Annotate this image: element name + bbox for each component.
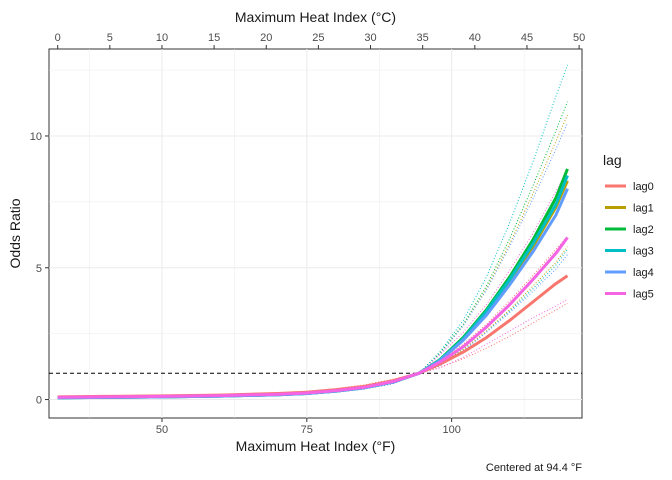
- x-top-tick-label: 15: [208, 32, 220, 44]
- y-tick-label: 0: [36, 395, 42, 407]
- x-top-tick-label: 35: [417, 32, 429, 44]
- series-lines: [57, 168, 569, 400]
- chart-caption: Centered at 94.4 °F: [486, 462, 582, 474]
- lag4-ci-upper: [57, 122, 568, 398]
- lag5-line: [57, 236, 569, 399]
- x-top-tick-label: 20: [260, 32, 272, 44]
- x-top-tick-label: 40: [469, 32, 481, 44]
- x-top-tick-label: 5: [107, 32, 113, 44]
- x-top-tick-label: 50: [573, 32, 585, 44]
- x-tick-label: 50: [156, 424, 168, 436]
- x-top-tick-label: 0: [55, 32, 61, 44]
- x-top-tick-label: 10: [156, 32, 168, 44]
- y-tick-label: 5: [36, 263, 42, 275]
- x-tick-label: 75: [301, 424, 313, 436]
- x-top-tick-label: 30: [364, 32, 376, 44]
- x-tick-label: 100: [442, 424, 460, 436]
- lag1-ci-upper: [57, 114, 568, 398]
- legend: lag lag0 lag1 lag2 lag3 lag4 lag5: [603, 152, 654, 301]
- y-axis-title: Odds Ratio: [7, 198, 23, 268]
- legend-label-lag1: lag1: [633, 203, 654, 215]
- legend-label-lag2: lag2: [633, 224, 654, 236]
- legend-label-lag0: lag0: [633, 181, 654, 193]
- legend-label-lag5: lag5: [633, 289, 654, 301]
- x-top-axis-title: Maximum Heat Index (°C): [235, 9, 396, 25]
- x-top-tick-label: 25: [312, 32, 324, 44]
- plot-panel: [48, 48, 583, 419]
- lag4-ci-lower: [57, 254, 568, 399]
- legend-label-lag3: lag3: [633, 246, 654, 258]
- x-top-tick-label: 45: [521, 32, 533, 44]
- legend-title: lag: [603, 152, 622, 168]
- x-axis-title: Maximum Heat Index (°F): [236, 438, 396, 454]
- lag3-ci-upper: [57, 64, 568, 398]
- legend-label-lag4: lag4: [633, 267, 654, 279]
- y-tick-label: 10: [30, 131, 42, 143]
